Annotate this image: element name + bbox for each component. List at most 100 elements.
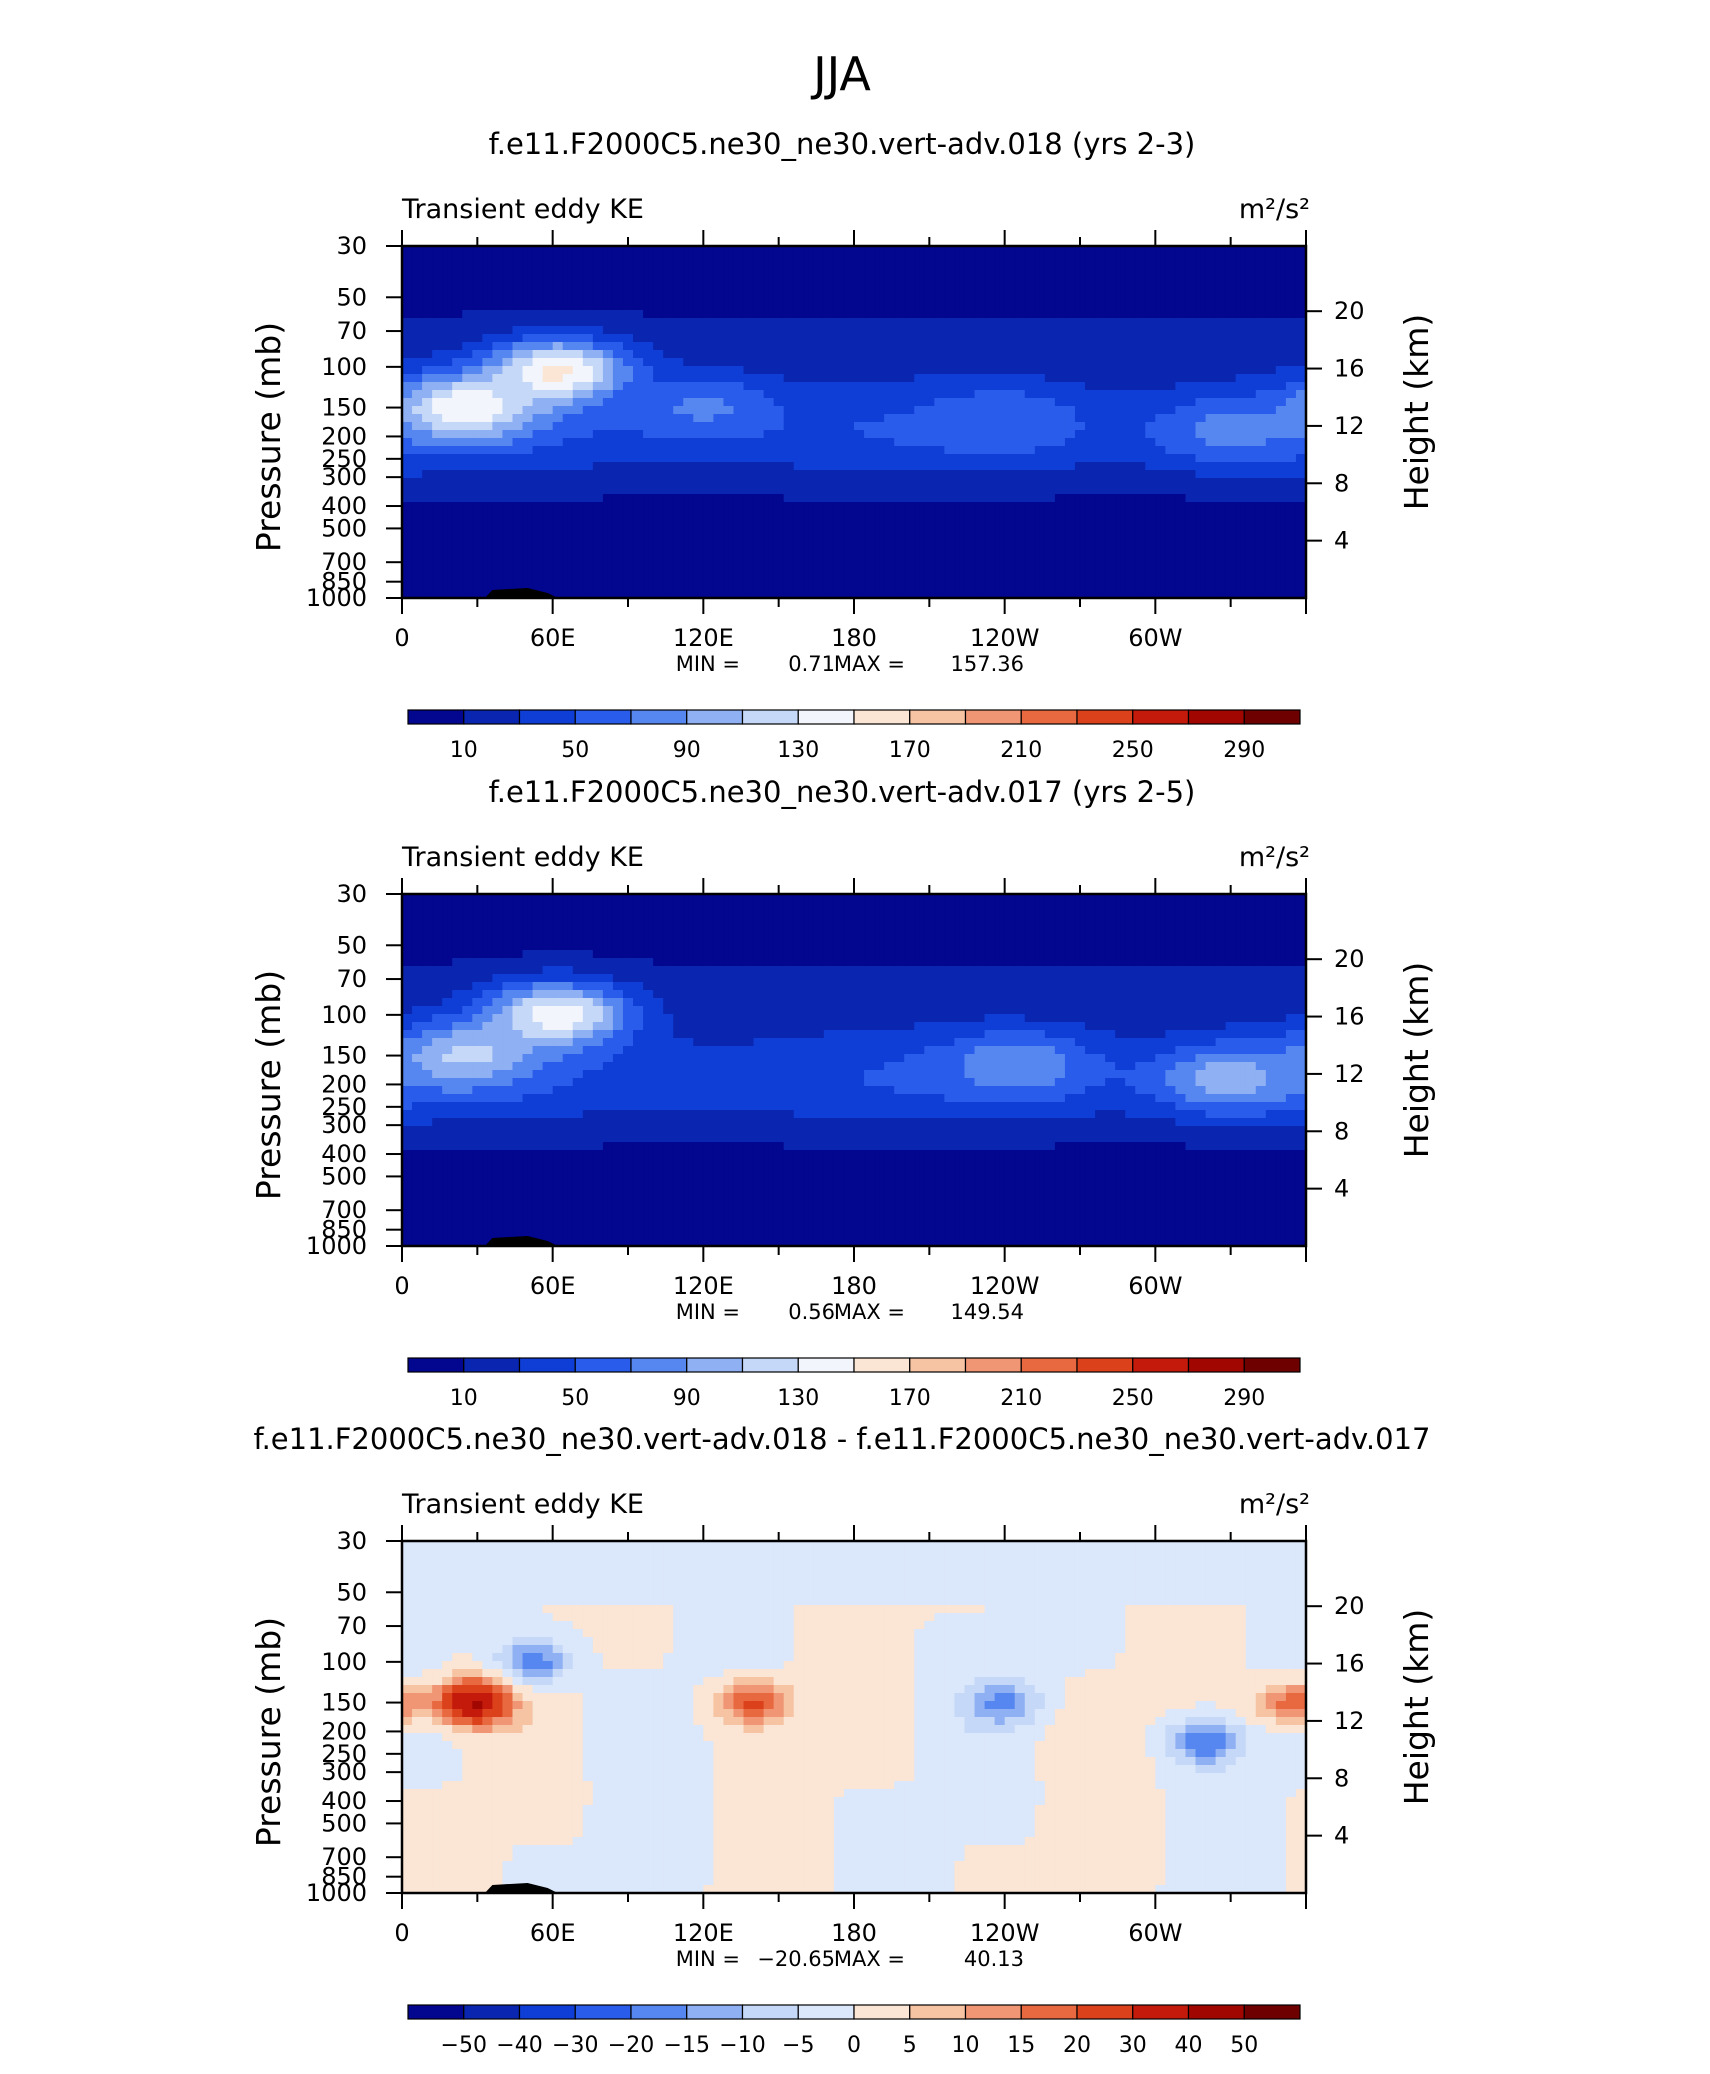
contour-cell bbox=[412, 446, 423, 455]
contour-cell bbox=[432, 502, 443, 511]
contour-cell bbox=[562, 390, 574, 399]
contour-cell bbox=[874, 350, 885, 359]
contour-cell bbox=[984, 550, 996, 559]
contour-cell bbox=[1095, 566, 1106, 575]
contour-cell bbox=[803, 438, 815, 447]
contour-cell bbox=[783, 582, 795, 591]
contour-cell bbox=[452, 542, 463, 551]
contour-cell bbox=[914, 430, 925, 439]
contour-cell bbox=[703, 326, 714, 335]
contour-cell bbox=[713, 934, 725, 943]
contour-cell bbox=[482, 318, 493, 327]
contour-cell bbox=[1014, 262, 1026, 271]
contour-cell bbox=[743, 558, 755, 567]
contour-cell bbox=[452, 566, 463, 575]
contour-cell bbox=[522, 286, 534, 295]
contour-cell bbox=[1125, 462, 1136, 471]
contour-cell bbox=[1135, 910, 1146, 919]
contour-cell bbox=[854, 382, 865, 391]
contour-cell bbox=[1285, 334, 1297, 343]
contour-cell bbox=[1255, 358, 1267, 367]
contour-cell bbox=[1085, 414, 1096, 423]
contour-cell bbox=[813, 326, 825, 335]
contour-cell bbox=[954, 326, 966, 335]
contour-cell bbox=[1115, 438, 1126, 447]
contour-cell bbox=[843, 902, 855, 911]
contour-cell bbox=[874, 926, 885, 935]
contour-cell bbox=[1225, 326, 1237, 335]
contour-cell bbox=[643, 302, 654, 311]
contour-cell bbox=[924, 270, 935, 279]
contour-cell bbox=[864, 430, 875, 439]
contour-cell bbox=[402, 310, 413, 319]
contour-cell bbox=[643, 334, 654, 343]
contour-cell bbox=[1295, 422, 1307, 431]
contour-cell bbox=[934, 334, 945, 343]
contour-cell bbox=[552, 582, 564, 591]
contour-cell bbox=[673, 254, 684, 263]
contour-cell bbox=[1225, 294, 1237, 303]
contour-cell bbox=[562, 550, 574, 559]
contour-cell bbox=[1195, 526, 1207, 535]
contour-cell bbox=[1034, 534, 1046, 543]
contour-cell bbox=[874, 446, 885, 455]
contour-cell bbox=[934, 502, 945, 511]
contour-cell bbox=[773, 894, 785, 903]
contour-cell bbox=[793, 574, 805, 583]
contour-cell bbox=[683, 950, 694, 959]
contour-cell bbox=[412, 934, 423, 943]
contour-cell bbox=[763, 366, 775, 375]
contour-cell bbox=[823, 294, 835, 303]
contour-cell bbox=[693, 254, 704, 263]
contour-cell bbox=[934, 494, 945, 503]
contour-cell bbox=[723, 246, 735, 255]
contour-cell bbox=[984, 286, 996, 295]
contour-cell bbox=[713, 342, 725, 351]
contour-cell bbox=[1034, 430, 1046, 439]
contour-cell bbox=[663, 526, 674, 535]
contour-cell bbox=[1185, 438, 1197, 447]
contour-cell bbox=[592, 526, 604, 535]
contour-cell bbox=[1074, 526, 1086, 535]
contour-cell bbox=[653, 966, 664, 975]
contour-cell bbox=[793, 918, 805, 927]
contour-cell bbox=[1245, 534, 1257, 543]
contour-cell bbox=[582, 334, 594, 343]
contour-cell bbox=[894, 342, 905, 351]
contour-cell bbox=[823, 550, 835, 559]
contour-cell bbox=[813, 334, 825, 343]
contour-cell bbox=[552, 334, 564, 343]
contour-cell bbox=[854, 286, 865, 295]
contour-cell bbox=[1295, 342, 1307, 351]
contour-cell bbox=[954, 310, 966, 319]
contour-cell bbox=[723, 278, 735, 287]
contour-cell bbox=[663, 582, 674, 591]
contour-cell bbox=[612, 350, 624, 359]
contour-cell bbox=[1295, 958, 1307, 967]
contour-cell bbox=[1175, 518, 1187, 527]
contour-cell bbox=[1205, 966, 1217, 975]
contour-cell bbox=[954, 454, 966, 463]
contour-cell bbox=[1024, 342, 1036, 351]
contour-cell bbox=[723, 422, 735, 431]
contour-cell bbox=[1054, 334, 1066, 343]
contour-cell bbox=[663, 350, 674, 359]
contour-cell bbox=[1215, 558, 1227, 567]
contour-cell bbox=[512, 334, 524, 343]
contour-cell bbox=[643, 438, 654, 447]
contour-cell bbox=[753, 462, 765, 471]
contour-cell bbox=[582, 374, 594, 383]
contour-cell bbox=[1064, 550, 1076, 559]
contour-cell bbox=[653, 414, 664, 423]
contour-cell bbox=[793, 342, 805, 351]
contour-cell bbox=[924, 902, 935, 911]
contour-cell bbox=[482, 438, 493, 447]
contour-cell bbox=[924, 910, 935, 919]
contour-cell bbox=[412, 542, 423, 551]
contour-cell bbox=[412, 910, 423, 919]
contour-cell bbox=[723, 302, 735, 311]
contour-cell bbox=[532, 542, 544, 551]
contour-cell bbox=[1165, 550, 1177, 559]
contour-cell bbox=[502, 374, 514, 383]
contour-cell bbox=[482, 902, 493, 911]
